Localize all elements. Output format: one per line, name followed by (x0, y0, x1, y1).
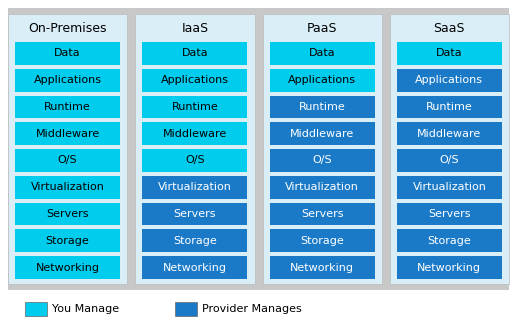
Text: Applications: Applications (415, 75, 483, 85)
Text: Runtime: Runtime (172, 102, 218, 112)
Text: Data: Data (309, 49, 336, 58)
Text: Networking: Networking (290, 263, 354, 273)
Text: Virtualization: Virtualization (413, 182, 486, 192)
Text: Storage: Storage (45, 236, 89, 246)
Text: Data: Data (54, 49, 81, 58)
Bar (142, 122, 247, 145)
Bar (142, 176, 247, 199)
Text: Runtime: Runtime (299, 102, 345, 112)
Bar (15, 95, 120, 118)
Bar (397, 122, 502, 145)
Text: Provider Manages: Provider Manages (202, 304, 302, 314)
Text: PaaS: PaaS (307, 22, 338, 34)
Text: Runtime: Runtime (426, 102, 473, 112)
Bar (15, 69, 120, 92)
Bar (397, 42, 502, 65)
Text: O/S: O/S (58, 155, 78, 166)
Bar (270, 69, 375, 92)
Text: Middleware: Middleware (163, 129, 227, 139)
Text: SaaS: SaaS (434, 22, 465, 34)
Text: IaaS: IaaS (181, 22, 208, 34)
Bar (25, 302, 47, 316)
Text: Storage: Storage (173, 236, 217, 246)
Bar (15, 42, 120, 65)
Bar (397, 230, 502, 252)
Bar (15, 203, 120, 225)
Text: Middleware: Middleware (36, 129, 100, 139)
Text: Networking: Networking (417, 263, 481, 273)
Bar (270, 122, 375, 145)
Text: Virtualization: Virtualization (158, 182, 232, 192)
Text: Data: Data (436, 49, 463, 58)
Bar (8, 14, 127, 284)
Bar (142, 42, 247, 65)
Text: Storage: Storage (428, 236, 472, 246)
Bar (270, 230, 375, 252)
Bar (142, 256, 247, 279)
Bar (397, 69, 502, 92)
Text: O/S: O/S (439, 155, 459, 166)
Text: Virtualization: Virtualization (285, 182, 359, 192)
Text: Servers: Servers (428, 209, 470, 219)
Bar (15, 149, 120, 172)
Bar (15, 256, 120, 279)
Bar (142, 230, 247, 252)
Text: Applications: Applications (34, 75, 102, 85)
Bar (142, 149, 247, 172)
Text: Servers: Servers (174, 209, 216, 219)
Text: Networking: Networking (163, 263, 227, 273)
Bar (270, 95, 375, 118)
Bar (390, 14, 509, 284)
Text: Applications: Applications (288, 75, 356, 85)
Text: Middleware: Middleware (290, 129, 354, 139)
Bar (142, 69, 247, 92)
Bar (142, 95, 247, 118)
Bar (15, 176, 120, 199)
Bar (270, 176, 375, 199)
Bar (270, 256, 375, 279)
Bar (397, 149, 502, 172)
Bar (397, 256, 502, 279)
Bar (263, 14, 382, 284)
Bar (397, 176, 502, 199)
Bar (15, 230, 120, 252)
Text: Storage: Storage (300, 236, 344, 246)
Bar (397, 203, 502, 225)
Text: Middleware: Middleware (417, 129, 481, 139)
Text: Runtime: Runtime (44, 102, 91, 112)
Bar (135, 14, 254, 284)
Text: You Manage: You Manage (52, 304, 119, 314)
Text: Virtualization: Virtualization (31, 182, 104, 192)
Bar (8, 8, 509, 290)
Text: O/S: O/S (185, 155, 205, 166)
Bar (175, 302, 197, 316)
Bar (397, 95, 502, 118)
Text: O/S: O/S (312, 155, 332, 166)
Text: On-Premises: On-Premises (28, 22, 107, 34)
Bar (270, 42, 375, 65)
Text: Applications: Applications (161, 75, 229, 85)
Text: Networking: Networking (36, 263, 100, 273)
Text: Servers: Servers (47, 209, 89, 219)
Text: Data: Data (181, 49, 208, 58)
Bar (142, 203, 247, 225)
Bar (15, 122, 120, 145)
Bar (270, 149, 375, 172)
Text: Servers: Servers (301, 209, 343, 219)
Bar (270, 203, 375, 225)
